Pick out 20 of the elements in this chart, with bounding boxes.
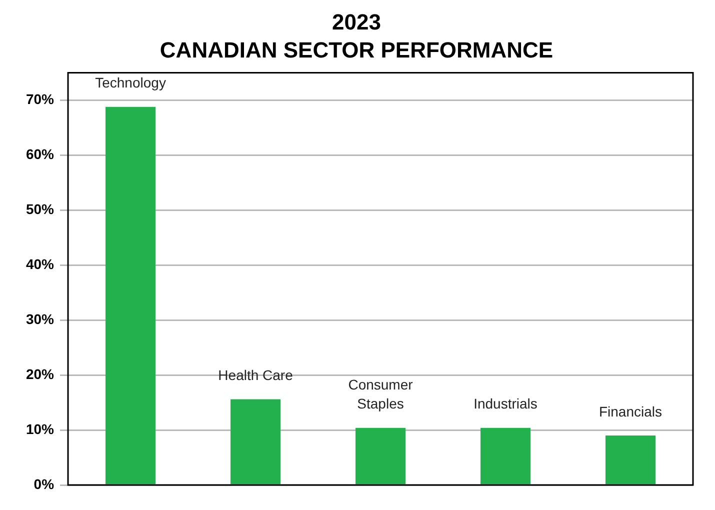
x-tick-label: Technology (95, 74, 166, 91)
y-tick-label: 30% (26, 310, 55, 327)
x-tick-label: Health Care (218, 367, 294, 384)
bar (480, 428, 531, 484)
bar (230, 399, 281, 484)
chart-title: 2023 (332, 9, 381, 34)
y-tick-label: 0% (34, 476, 55, 492)
y-tick-label: 50% (26, 201, 55, 218)
bar (106, 106, 156, 484)
y-tick-label: 60% (26, 146, 55, 162)
bar (356, 428, 406, 484)
y-tick-label: 10% (26, 420, 55, 437)
bar (606, 436, 656, 484)
y-tick-label: 20% (26, 366, 55, 382)
x-tick-label: Financials (598, 403, 662, 420)
y-tick-label: 70% (26, 91, 55, 108)
x-tick-label: Consumer Staples (348, 376, 414, 412)
y-tick-label: 40% (26, 256, 55, 272)
x-tick-label: Industrials (474, 396, 538, 412)
chart-subtitle: CANADIAN SECTOR PERFORMANCE (160, 38, 554, 63)
